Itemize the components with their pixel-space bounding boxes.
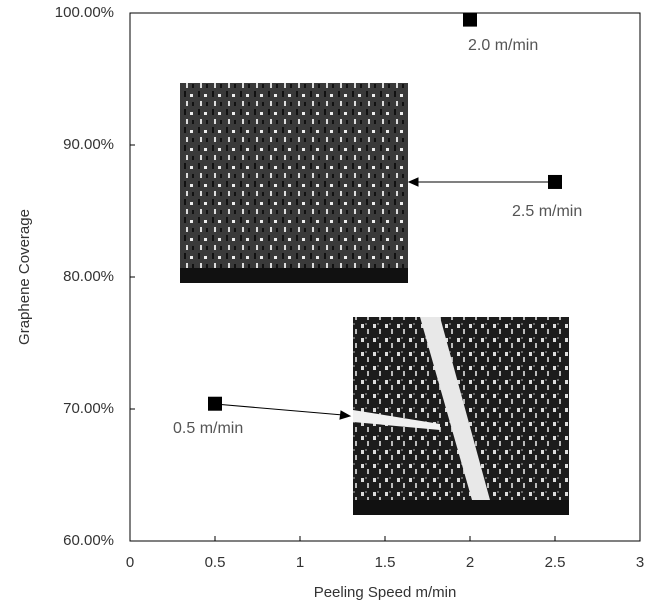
x-tick-label: 1 [296, 554, 304, 571]
marker [463, 12, 477, 27]
x-axis-title: Peeling Speed m/min [314, 584, 457, 601]
point-label: 2.5 m/min [512, 203, 582, 220]
y-tick-label: 80.00% [63, 268, 114, 285]
marker [208, 396, 222, 411]
y-tick-label: 90.00% [63, 136, 114, 153]
x-tick-label: 0.5 [205, 554, 226, 571]
arrows [214, 177, 555, 420]
x-tick-label: 0 [126, 554, 134, 571]
y-tick-label: 70.00% [63, 400, 114, 417]
point-label: 2.0 m/min [468, 37, 538, 54]
y-tick-label: 100.00% [55, 4, 114, 21]
x-tick-label: 1.5 [375, 554, 396, 571]
y-tick-label: 60.00% [63, 532, 114, 549]
y-axis-title: Graphene Coverage [16, 209, 33, 345]
marker [548, 174, 562, 189]
point-label: 0.5 m/min [173, 420, 243, 437]
x-tick-label: 2.5 [545, 554, 566, 571]
sem-inset [180, 83, 408, 283]
sem-inset [353, 317, 569, 515]
x-tick-label: 3 [636, 554, 644, 571]
x-tick-label: 2 [466, 554, 474, 571]
